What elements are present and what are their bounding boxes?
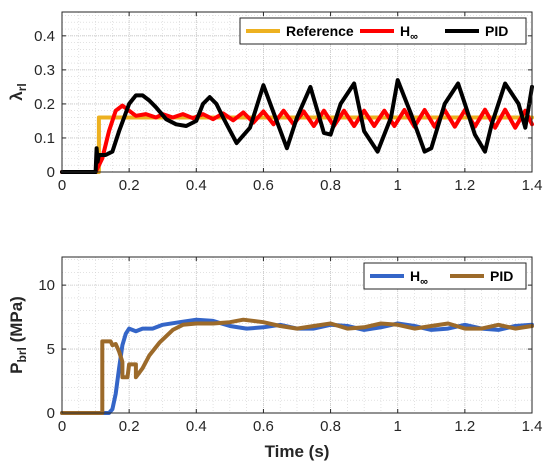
chart-panel-2: 0 0.2 0.4 0.6 0.8 1 1.2 1.4 0 5 10 Pbrl (MPa) Time (…: [7, 256, 543, 461]
axes-box: [61, 11, 533, 173]
y-tick-label: 0: [47, 405, 55, 422]
x-tick-label: 0.2: [119, 418, 140, 435]
x-tick-label: 0.4: [186, 418, 207, 435]
y-tick-label: 0: [47, 164, 55, 181]
series-line-h: [60, 317, 534, 415]
x-tick-label: 0.6: [253, 177, 274, 194]
legend: H∞ PID: [363, 262, 527, 290]
x-tick-label: 0: [58, 418, 66, 435]
y-tick-label: 0.4: [34, 28, 55, 45]
x-tick-label: 0.2: [119, 177, 140, 194]
y-tick-label: 0.2: [34, 96, 55, 113]
y-axis-label: λrl: [7, 83, 29, 100]
x-tick-label: 0.8: [320, 418, 341, 435]
legend-entry: Reference: [286, 23, 354, 39]
x-tick-label: 0.6: [253, 418, 274, 435]
x-tick-label: 0.4: [186, 177, 207, 194]
legend-entry: H∞: [400, 23, 418, 43]
x-tick-label: 1.4: [522, 177, 543, 194]
x-axis-label: Time (s): [265, 442, 330, 461]
x-tick-label: 1: [394, 418, 402, 435]
y-tick-label: 0.3: [34, 62, 55, 79]
y-tick-label: 5: [47, 341, 55, 358]
legend-entry: PID: [490, 268, 513, 284]
chart-panel-1: 0 0.2 0.4 0.6 0.8 1 1.2 1.4 0 0.1 0.2 0.3 0.4 λrl Refe…: [7, 11, 543, 194]
legend: Reference H∞ PID: [239, 17, 527, 45]
y-tick-label: 10: [38, 277, 55, 294]
y-tick-label: 0.1: [34, 130, 55, 147]
x-tick-label: 1.2: [454, 418, 475, 435]
x-tick-label: 1.4: [522, 418, 543, 435]
series-line-pid: [60, 78, 534, 174]
legend-entry: H∞: [410, 268, 428, 288]
x-tick-label: 1.2: [454, 177, 475, 194]
x-tick-label: 1: [394, 177, 402, 194]
axes-box: [61, 256, 533, 414]
series-line-pid: [60, 317, 534, 415]
y-axis-label: Pbrl (MPa): [7, 296, 29, 374]
x-tick-label: 0: [58, 177, 66, 194]
legend-entry: PID: [485, 23, 508, 39]
x-tick-label: 0.8: [320, 177, 341, 194]
